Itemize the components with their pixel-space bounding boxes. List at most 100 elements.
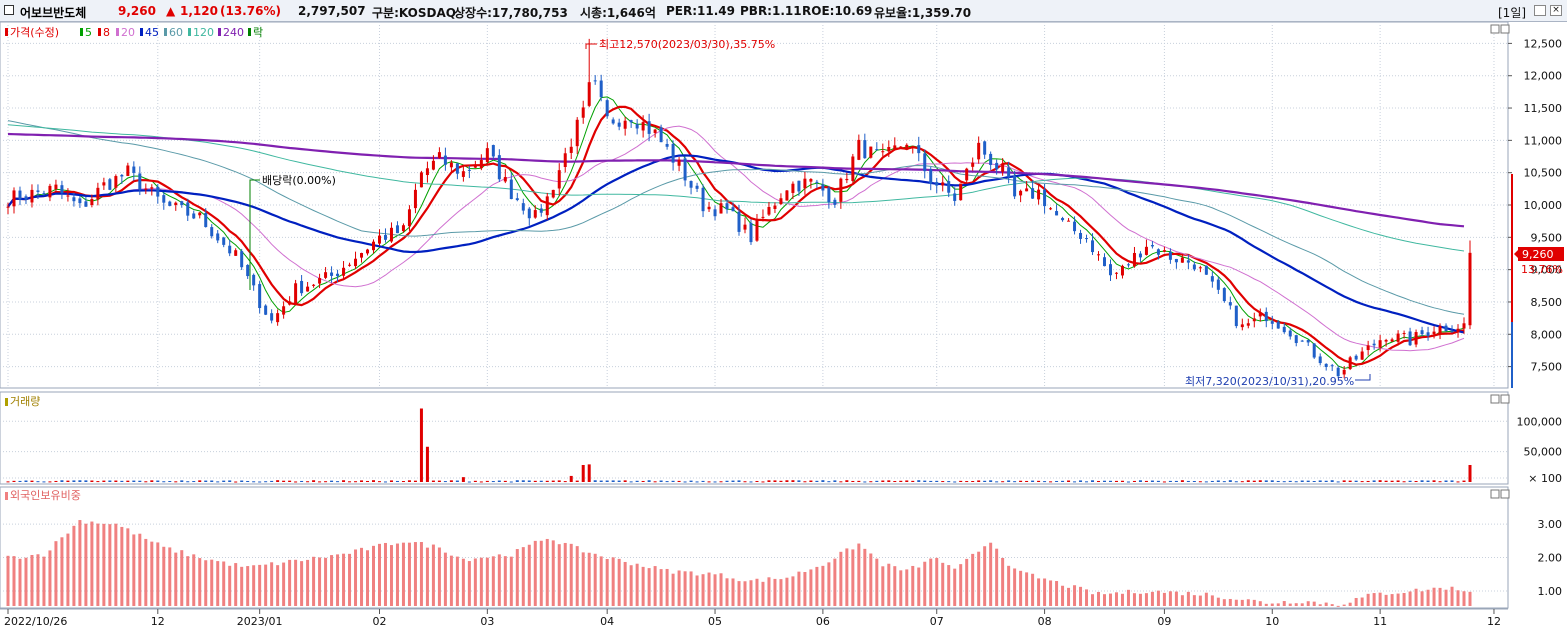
foreign-bar (1366, 593, 1370, 606)
volume-bar (755, 480, 759, 482)
candle-body (1162, 250, 1166, 252)
foreign-bar (785, 577, 789, 606)
candle-body (1342, 369, 1346, 375)
price-panel-minimize-button[interactable] (1490, 24, 1500, 34)
volume-bar (629, 481, 633, 483)
window-button[interactable] (1534, 5, 1546, 16)
foreign-bar (1300, 603, 1304, 606)
price-tick-label: 10,000 (1524, 199, 1563, 212)
volume-bar (240, 480, 244, 482)
foreign-bar (1402, 592, 1406, 606)
foreign-bar (180, 550, 184, 606)
candle-body (461, 171, 465, 177)
volume-bar (779, 480, 783, 482)
volume-bar (827, 481, 831, 483)
foreign-bar (336, 554, 340, 606)
foreign-bar (30, 554, 34, 606)
foreign-bar (144, 538, 148, 606)
candle-body (306, 286, 310, 292)
change-percent: (13.76%) (220, 4, 281, 18)
ma-line-60 (7, 120, 1465, 315)
candle-body (449, 162, 453, 168)
foreign-bar (947, 565, 951, 606)
volume-bar (713, 481, 717, 483)
volume-bar (527, 480, 531, 482)
foreign-bar (132, 534, 136, 606)
date-tick-label: 2023/01 (237, 615, 283, 628)
volume-bar (360, 480, 364, 482)
foreign-bar (1204, 592, 1208, 606)
candle-body (1432, 331, 1436, 335)
price-tick-label: 9,500 (1531, 231, 1563, 244)
foreign-bar (1240, 599, 1244, 606)
volume-panel-minimize-button[interactable] (1490, 394, 1500, 404)
panel-buttons[interactable] (1490, 24, 1510, 499)
candle-body (539, 208, 543, 213)
foreign-panel-close-button[interactable] (1500, 489, 1510, 499)
candle-body (1216, 279, 1220, 290)
foreign-bar (1420, 591, 1424, 606)
candle-body (713, 209, 717, 217)
candle-body (485, 148, 489, 163)
candle-body (851, 156, 855, 182)
foreign-bar (569, 543, 573, 606)
candle-body (971, 162, 975, 167)
foreign-bar (593, 553, 597, 606)
volume-grid (0, 420, 1508, 479)
candle-body (1330, 365, 1334, 367)
candle-body (258, 284, 262, 309)
candle-body (383, 235, 387, 240)
candle-body (671, 143, 675, 163)
candle-body (186, 202, 190, 216)
candle-body (377, 235, 381, 244)
volume-bar (132, 480, 136, 482)
foreign-bar (1001, 557, 1005, 606)
volume-bar (1120, 480, 1124, 482)
volume-bar (300, 480, 304, 482)
foreign-bar (1025, 572, 1029, 606)
foreign-bar (1108, 593, 1112, 606)
candle-body (737, 211, 741, 232)
foreign-bar (437, 547, 441, 606)
candle-body (48, 185, 52, 198)
foreign-bar (413, 542, 417, 606)
per: PER:11.49 (666, 4, 735, 18)
foreign-axis: 3.00 2.00 1.00 (1538, 518, 1563, 598)
volume-bar (288, 480, 292, 482)
foreign-bar (1450, 586, 1454, 606)
close-icon[interactable]: × (1550, 5, 1562, 16)
foreign-bar (312, 556, 316, 606)
candle-body (947, 181, 951, 193)
candle-body (102, 182, 106, 186)
foreign-panel-minimize-button[interactable] (1490, 489, 1500, 499)
volume-bar (1306, 480, 1310, 482)
volume-bar (737, 480, 741, 482)
legend-foreign: 외국인보유비중 (10, 489, 81, 502)
candle-body (1288, 330, 1292, 337)
volume-panel-close-button[interactable] (1500, 394, 1510, 404)
volume-bar (893, 481, 897, 483)
volume-bar (1282, 481, 1286, 483)
candle-body (264, 305, 268, 315)
candle-body (707, 206, 711, 210)
volume-bar (911, 480, 915, 482)
period-selector[interactable]: [1일] (1498, 6, 1527, 20)
volume-bar (1204, 481, 1208, 483)
candle-body (479, 160, 483, 169)
candle-body (629, 120, 633, 123)
volume-bar (683, 481, 687, 483)
candle-body (443, 155, 447, 165)
volume-bar (144, 481, 148, 483)
price-tick-label: 10,500 (1524, 167, 1563, 180)
foreign-bar (431, 544, 435, 606)
price-panel-close-button[interactable] (1500, 24, 1510, 34)
current-price: 9,260 (118, 4, 156, 18)
volume-bar (473, 480, 477, 482)
checkbox[interactable] (4, 5, 14, 15)
date-tick-label: 09 (1157, 615, 1171, 628)
foreign-bar (24, 557, 28, 606)
candle-body (1085, 238, 1089, 240)
candle-body (294, 283, 298, 304)
candle-body (467, 169, 471, 171)
foreign-bar (461, 558, 465, 606)
